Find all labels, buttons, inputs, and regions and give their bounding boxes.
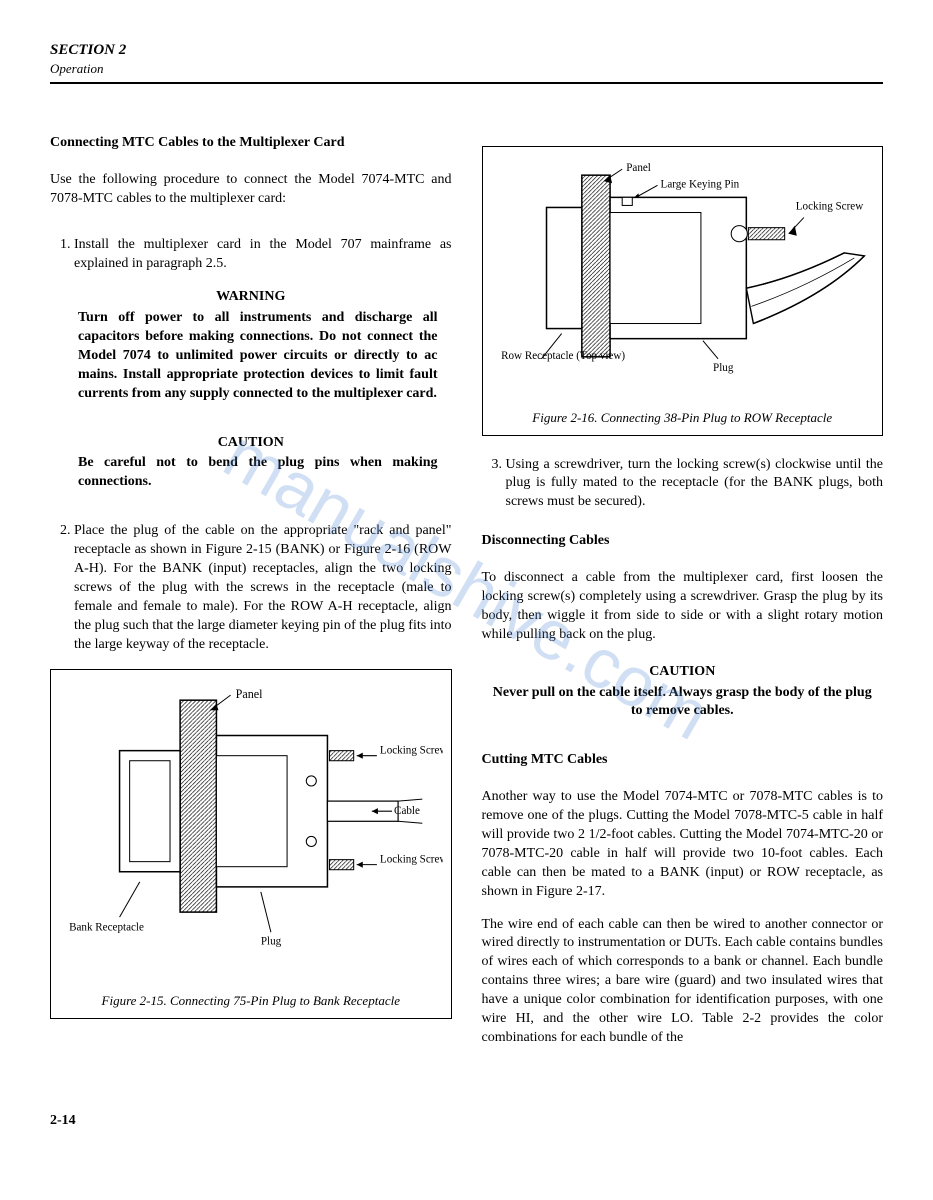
fig16-row: Row Receptacle (Top view): [501, 350, 625, 362]
fig15-locking2: Locking Screw: [380, 853, 443, 865]
fig15-plug: Plug: [261, 935, 282, 947]
cutting-p2: The wire end of each cable can then be w…: [482, 916, 884, 1048]
caution-body: Be careful not to bend the plug pins whe…: [78, 454, 438, 492]
fig15-panel-label: Panel: [236, 687, 264, 701]
step-list-2: Place the plug of the cable on the appro…: [50, 522, 452, 654]
svg-text:Row Receptacle (Top view): Row Receptacle (Top view): [501, 350, 625, 362]
step-list-3: Using a screwdriver, turn the locking sc…: [482, 456, 884, 513]
heading-connecting: Connecting MTC Cables to the Multiplexer…: [50, 134, 452, 153]
step-1: Install the multiplexer card in the Mode…: [74, 236, 452, 274]
section-sub: Operation: [50, 60, 883, 78]
fig15-locking1: Locking Screw: [380, 744, 443, 756]
fig16-locking: Locking Screw: [795, 200, 862, 212]
fig16-plug: Plug: [713, 362, 734, 374]
intro-paragraph: Use the following procedure to connect t…: [50, 171, 452, 209]
fig16-keying: Large Keying Pin: [660, 178, 739, 190]
heading-disconnecting: Disconnecting Cables: [482, 532, 884, 551]
step-3: Using a screwdriver, turn the locking sc…: [506, 456, 884, 513]
section-label: SECTION 2: [50, 40, 883, 60]
fig15-bank: Bank Receptacle: [69, 921, 144, 933]
figure-2-15: Panel Locking Screw: [50, 669, 452, 1019]
figure-2-16-diagram: Panel Large Keying Pin Locking Screw: [491, 157, 875, 399]
step-list-1: Install the multiplexer card in the Mode…: [50, 236, 452, 274]
cutting-p1: Another way to use the Model 7074-MTC or…: [482, 788, 884, 901]
heading-cutting: Cutting MTC Cables: [482, 751, 884, 770]
right-column: Panel Large Keying Pin Locking Screw: [482, 134, 884, 1062]
figure-2-15-diagram: Panel Locking Screw: [59, 680, 443, 983]
figure-2-16: Panel Large Keying Pin Locking Screw: [482, 146, 884, 436]
warning-body: Turn off power to all instruments and di…: [78, 309, 438, 403]
page-number: 2-14: [50, 1112, 883, 1131]
caution2-body: Never pull on the cable itself. Always g…: [492, 684, 874, 722]
caution2-label: CAUTION: [482, 663, 884, 682]
page-header: SECTION 2 Operation: [50, 40, 883, 84]
figure-2-16-caption: Figure 2-16. Connecting 38-Pin Plug to R…: [491, 409, 875, 427]
warning-label: WARNING: [50, 288, 452, 307]
fig15-cable: Cable: [394, 805, 420, 817]
left-column: Connecting MTC Cables to the Multiplexer…: [50, 134, 452, 1062]
content-columns: Connecting MTC Cables to the Multiplexer…: [50, 134, 883, 1062]
figure-2-15-caption: Figure 2-15. Connecting 75-Pin Plug to B…: [59, 992, 443, 1010]
step-2: Place the plug of the cable on the appro…: [74, 522, 452, 654]
disconnecting-body: To disconnect a cable from the multiplex…: [482, 569, 884, 645]
caution-label: CAUTION: [50, 434, 452, 453]
fig16-panel: Panel: [626, 162, 651, 174]
